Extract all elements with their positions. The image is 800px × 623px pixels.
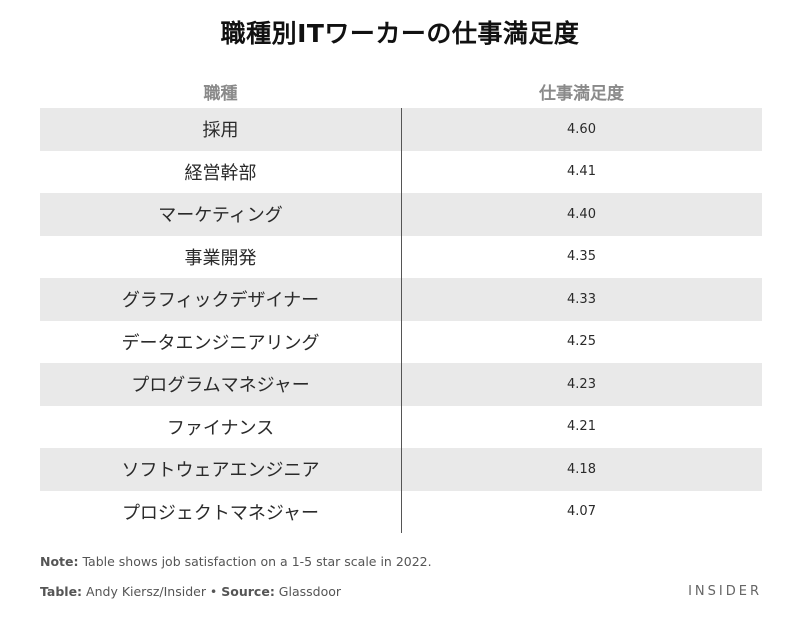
score-cell: 4.25 (567, 334, 596, 350)
column-divider (401, 108, 402, 533)
column-header-role: 職種 (203, 83, 238, 104)
satisfaction-table: 職種 仕事満足度 採用 4.60 経営幹部 4.41 マーケティング 4.40 … (40, 74, 762, 533)
role-cell: グラフィックデザイナー (121, 290, 320, 312)
role-cell: 事業開発 (184, 247, 257, 269)
role-cell: マーケティング (158, 205, 283, 227)
table-row: 事業開発 4.35 (40, 236, 762, 279)
score-cell: 4.60 (567, 121, 596, 137)
role-cell: ソフトウェアエンジニア (121, 460, 320, 482)
table-row: データエンジニアリング 4.25 (40, 321, 762, 364)
role-cell: ファイナンス (166, 417, 275, 439)
score-cell: 4.21 (567, 419, 596, 435)
score-cell: 4.41 (567, 164, 596, 180)
role-cell: データエンジニアリング (121, 332, 320, 354)
source-label: Source: (221, 584, 275, 599)
note-label: Note: (40, 554, 79, 569)
footnote: Note: Table shows job satisfaction on a … (40, 554, 432, 569)
table-header: 職種 仕事満足度 (40, 74, 762, 108)
score-cell: 4.23 (567, 376, 596, 392)
table-row: プロジェクトマネジャー 4.07 (40, 491, 762, 534)
column-header-score: 仕事満足度 (539, 83, 624, 104)
table-credit-text: Andy Kiersz/Insider • (82, 584, 222, 599)
source-text: Glassdoor (274, 584, 342, 599)
score-cell: 4.18 (567, 461, 596, 477)
table-row: ファイナンス 4.21 (40, 406, 762, 449)
score-cell: 4.33 (567, 291, 596, 307)
role-cell: 採用 (202, 120, 239, 142)
note-text: Table shows job satisfaction on a 1-5 st… (78, 554, 432, 569)
score-cell: 4.35 (567, 249, 596, 265)
role-cell: 経営幹部 (184, 162, 257, 184)
role-cell: プロジェクトマネジャー (121, 502, 320, 524)
insider-logo: INSIDER (688, 584, 762, 599)
table-credit-label: Table: (40, 584, 83, 599)
table-row: 経営幹部 4.41 (40, 151, 762, 194)
table-body: 採用 4.60 経営幹部 4.41 マーケティング 4.40 事業開発 4.35… (40, 108, 762, 533)
chart-title: 職種別ITワーカーの仕事満足度 (220, 19, 580, 48)
credit-line: Table: Andy Kiersz/Insider • Source: Gla… (40, 584, 341, 599)
score-cell: 4.40 (567, 206, 596, 222)
score-cell: 4.07 (567, 504, 596, 520)
role-cell: プログラムマネジャー (131, 375, 310, 397)
